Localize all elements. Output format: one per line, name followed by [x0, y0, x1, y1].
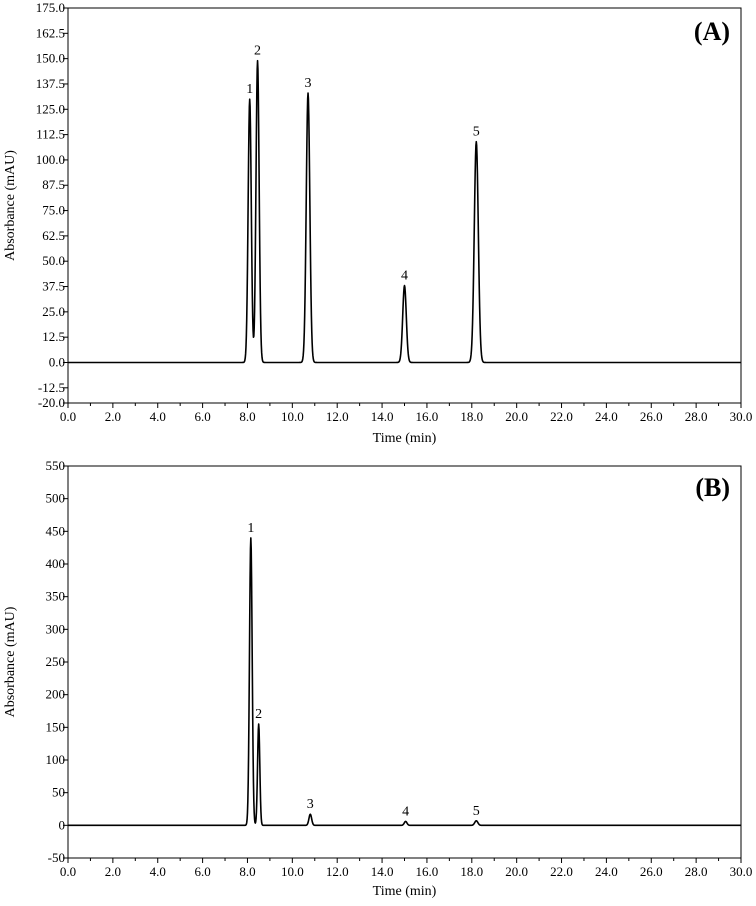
y-tick-label: 250: [46, 654, 66, 669]
y-tick-label: 150.0: [36, 51, 65, 66]
x-tick-label: 22.0: [550, 864, 573, 879]
chromatogram-trace-a: [67, 59, 742, 364]
y-axis: 175.0 162.5 150.0 137.5 125.0 112.5 100.0 87.5 7…: [36, 0, 68, 410]
chromatogram-trace-b: [67, 537, 742, 827]
plot-frame: [67, 465, 742, 859]
x-tick-label: 20.0: [505, 864, 528, 879]
y-tick-label: 300: [46, 621, 66, 636]
x-tick-label: 4.0: [150, 864, 166, 879]
y-tick-label: 12.5: [42, 329, 65, 344]
x-tick-label: 4.0: [150, 409, 166, 424]
y-tick-label: 0.0: [49, 354, 65, 369]
peak-labels: 1 2 3 4 5: [246, 44, 480, 284]
y-tick-label: 37.5: [42, 279, 65, 294]
peak-label: 2: [254, 44, 261, 59]
x-axis: 0.0 2.0 4.0 6.0 8.0 10.0 12.0 14.0 16.0 18.0 20.0 2…: [60, 858, 753, 879]
y-tick-label: 112.5: [36, 127, 65, 142]
y-tick-label: -50: [48, 850, 65, 865]
panel-label-b: (B): [695, 473, 730, 502]
y-tick-label: 400: [46, 556, 66, 571]
y-axis-title: Absorbance (mAU): [3, 150, 18, 261]
x-tick-label: 24.0: [595, 864, 618, 879]
x-tick-label: 30.0: [730, 864, 753, 879]
x-tick-label: 12.0: [326, 409, 349, 424]
y-tick-label: 500: [46, 491, 66, 506]
y-axis-title: Absorbance (mAU): [3, 606, 18, 717]
x-tick-label: 16.0: [416, 409, 439, 424]
y-tick-label: 50: [52, 785, 65, 800]
x-tick-label: 14.0: [371, 409, 394, 424]
y-tick-label: 150: [46, 719, 66, 734]
x-tick-label: 14.0: [371, 864, 394, 879]
y-tick-label: -12.5: [38, 380, 65, 395]
x-axis-title: Time (min): [373, 431, 437, 446]
x-tick-label: 6.0: [194, 409, 210, 424]
y-tick-label: 350: [46, 589, 66, 604]
x-tick-label: 2.0: [105, 409, 121, 424]
x-tick-label: 12.0: [326, 864, 349, 879]
y-tick-label: 200: [46, 687, 66, 702]
y-tick-label: 75.0: [42, 203, 65, 218]
panel-label-a: (A): [694, 17, 730, 46]
y-tick-label: 25.0: [42, 304, 65, 319]
x-axis: 0.0 2.0 4.0 6.0 8.0 10.0 12.0 14.0 16.0 18.0 20.0 2…: [60, 403, 753, 424]
x-tick-label: 16.0: [416, 864, 439, 879]
x-tick-label: 10.0: [281, 409, 304, 424]
plot-frame: [67, 7, 742, 404]
x-tick-label: 28.0: [685, 409, 708, 424]
y-tick-label: 62.5: [42, 228, 65, 243]
peak-label: 5: [473, 125, 480, 140]
y-tick-label: 100: [46, 752, 66, 767]
peak-labels: 1 2 3 4 5: [247, 521, 479, 820]
y-tick-label: 175.0: [36, 0, 65, 15]
y-tick-label: 125.0: [36, 101, 65, 116]
x-tick-label: 28.0: [685, 864, 708, 879]
x-tick-label: 18.0: [460, 864, 483, 879]
x-tick-label: 24.0: [595, 409, 618, 424]
chart-panel-a: 175.0162.5150.0137.5125.0112.5100.087.57…: [3, 0, 752, 446]
y-tick-label: 0: [59, 817, 66, 832]
y-tick-label: 550: [46, 458, 66, 473]
peak-label: 3: [307, 797, 314, 812]
peak-label: 1: [246, 82, 253, 97]
peak-label: 2: [255, 707, 262, 722]
x-tick-label: 18.0: [460, 409, 483, 424]
x-axis-title: Time (min): [373, 884, 437, 899]
y-tick-label: 50.0: [42, 253, 65, 268]
x-tick-label: 6.0: [194, 864, 210, 879]
x-tick-label: 10.0: [281, 864, 304, 879]
peak-label: 1: [247, 521, 254, 536]
x-tick-label: 20.0: [505, 409, 528, 424]
x-tick-label: 30.0: [730, 409, 753, 424]
y-tick-label: 137.5: [36, 76, 65, 91]
x-tick-label: 2.0: [105, 864, 121, 879]
y-tick-label: 100.0: [36, 152, 65, 167]
peak-label: 4: [401, 269, 408, 284]
x-tick-label: 8.0: [239, 409, 255, 424]
y-tick-label: 450: [46, 523, 66, 538]
x-tick-label: 26.0: [640, 864, 663, 879]
peak-label: 3: [305, 76, 312, 91]
peak-label: 4: [402, 804, 409, 819]
y-tick-label: 162.5: [36, 25, 65, 40]
x-tick-label: 22.0: [550, 409, 573, 424]
x-tick-label: 8.0: [239, 864, 255, 879]
y-tick-label: -20.0: [38, 395, 65, 410]
y-tick-label: 87.5: [42, 177, 65, 192]
x-tick-label: 0.0: [60, 409, 76, 424]
x-tick-label: 26.0: [640, 409, 663, 424]
x-tick-label: 0.0: [60, 864, 76, 879]
peak-label: 5: [473, 804, 480, 819]
